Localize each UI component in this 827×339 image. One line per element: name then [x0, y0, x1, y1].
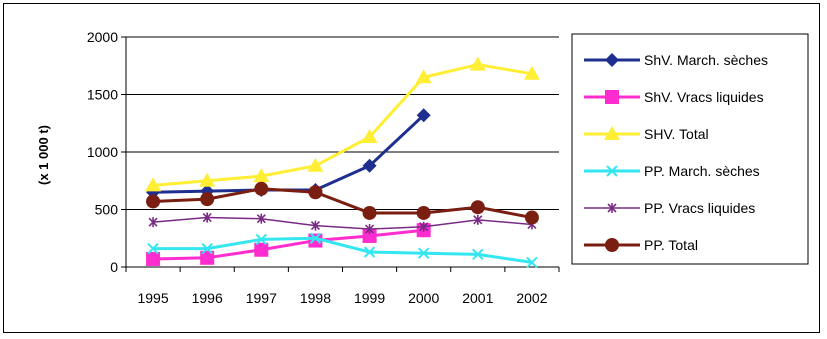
data-point — [470, 200, 485, 215]
y-axis-label: (x 1 000 t) — [36, 125, 51, 185]
data-point — [523, 65, 540, 80]
y-tick-label: 2000 — [87, 29, 118, 45]
x-tick-labels: 1995 1996 1997 1998 1999 2000 2001 2002 — [137, 290, 547, 306]
legend-box — [571, 33, 809, 265]
x-tick-label: 2001 — [462, 290, 493, 306]
data-point — [253, 168, 270, 183]
data-point — [526, 256, 538, 269]
legend-marker — [604, 126, 620, 140]
data-point — [201, 242, 213, 255]
data-point — [416, 205, 431, 220]
data-point — [417, 247, 430, 259]
data-point — [148, 217, 158, 228]
marker-stroke — [606, 165, 618, 177]
data-point — [307, 157, 324, 172]
y-tick-labels: 0 500 1000 1500 2000 — [87, 29, 118, 275]
legend-item-3: PP. March. sèches — [584, 163, 760, 179]
data-point — [473, 214, 483, 225]
y-tick-label: 0 — [110, 259, 118, 275]
series-line — [152, 216, 533, 230]
legend-label: ShV. Vracs liquides — [644, 89, 764, 105]
y-tick-label: 1000 — [87, 144, 118, 160]
legend-item-4: PP. Vracs liquides — [584, 200, 755, 216]
data-point — [415, 69, 432, 84]
legend-item-5: PP. Total — [584, 237, 698, 253]
legend-marker — [606, 165, 618, 177]
legend-marker — [605, 238, 619, 252]
legend-marker — [607, 203, 617, 213]
series-4 — [148, 212, 537, 235]
marker-stroke — [363, 246, 376, 258]
data-point — [361, 129, 378, 144]
data-point — [254, 181, 269, 196]
legend-label: PP. March. sèches — [644, 163, 760, 179]
x-tick-label: 1995 — [137, 290, 168, 306]
series-line — [153, 228, 424, 261]
series-0 — [146, 108, 431, 200]
data-point — [309, 232, 322, 244]
data-point — [145, 177, 162, 192]
marker-stroke — [526, 256, 538, 269]
series-line — [153, 236, 533, 264]
data-point — [256, 213, 266, 224]
marker-stroke — [309, 232, 322, 244]
data-point — [363, 246, 376, 258]
marker-stroke — [147, 242, 159, 255]
marker-stroke — [417, 247, 430, 259]
marker-stroke — [201, 242, 213, 255]
legend-label: PP. Vracs liquides — [644, 200, 755, 216]
series-lines — [145, 56, 540, 269]
legend-label: SHV. Total — [644, 126, 709, 142]
legend-item-0: ShV. March. sèches — [584, 52, 768, 68]
legend-marker — [605, 90, 619, 104]
data-point — [419, 221, 429, 232]
legend-item-2: SHV. Total — [584, 126, 709, 142]
series-line — [152, 187, 533, 220]
data-point — [310, 220, 321, 231]
series-5 — [146, 181, 539, 225]
y-tick-label: 1500 — [87, 87, 118, 103]
legend: ShV. March. sèches ShV. Vracs liquides SHV… — [584, 52, 768, 253]
data-point — [469, 56, 486, 71]
data-point — [200, 250, 215, 265]
series-1 — [146, 223, 431, 266]
x-tick-label: 1997 — [246, 290, 277, 306]
legend-label: ShV. March. sèches — [644, 52, 768, 68]
marker-stroke — [472, 248, 484, 261]
data-point — [146, 251, 161, 266]
data-point — [255, 233, 268, 246]
data-point — [254, 242, 269, 257]
data-point — [472, 248, 484, 261]
data-point — [146, 194, 161, 209]
x-tick-label: 1999 — [354, 290, 385, 306]
x-tick-label: 1998 — [300, 290, 331, 306]
data-point — [200, 192, 215, 207]
line-chart: 0 500 1000 1500 2000 1995 1996 1997 1998 1999 200… — [36, 29, 809, 306]
data-point — [364, 224, 375, 235]
chart-frame: 0 500 1000 1500 2000 1995 1996 1997 1998 1999 200… — [3, 3, 820, 333]
series-2 — [145, 56, 540, 192]
data-point — [308, 185, 323, 200]
data-point — [362, 158, 377, 173]
series-3 — [147, 232, 538, 269]
data-point — [524, 210, 539, 225]
data-point — [147, 242, 159, 255]
x-tick-label: 1996 — [192, 290, 223, 306]
data-point — [362, 205, 377, 220]
marker-stroke — [255, 233, 268, 246]
data-point — [202, 212, 212, 223]
legend-item-1: ShV. Vracs liquides — [584, 89, 764, 105]
x-tick-label: 2002 — [516, 290, 547, 306]
series-line — [152, 63, 533, 187]
legend-label: PP. Total — [644, 237, 698, 253]
legend-marker — [605, 53, 619, 67]
axes — [121, 36, 560, 272]
y-tick-label: 500 — [95, 202, 119, 218]
x-tick-label: 2000 — [408, 290, 439, 306]
data-point — [416, 108, 431, 123]
data-point — [199, 172, 216, 187]
